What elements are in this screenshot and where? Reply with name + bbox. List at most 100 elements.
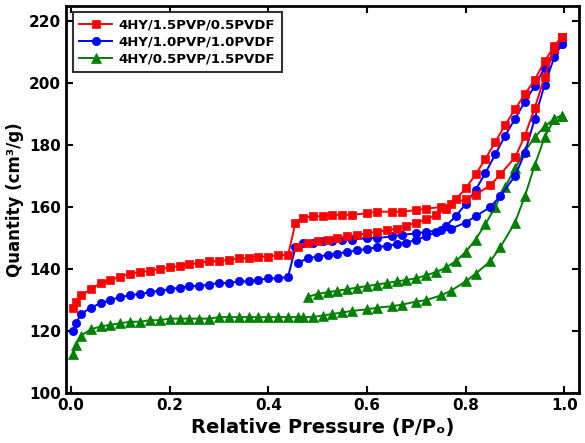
4HY/1.0PVP/1.0PVDF [551, 54, 558, 59]
4HY/1.0PVP/1.0PVDF [558, 42, 565, 47]
4HY/1.0PVP/1.0PVDF [284, 274, 291, 280]
4HY/0.5PVP/1.5PVDF [423, 297, 430, 303]
4HY/1.5PVP/0.5PVDF [127, 271, 134, 276]
4HY/1.0PVP/1.0PVDF [117, 294, 124, 299]
4HY/1.5PVP/0.5PVDF [373, 209, 380, 214]
4HY/1.5PVP/0.5PVDF [309, 214, 316, 219]
Legend: 4HY/1.5PVP/0.5PVDF, 4HY/1.0PVP/1.0PVDF, 4HY/0.5PVP/1.5PVDF: 4HY/1.5PVP/0.5PVDF, 4HY/1.0PVP/1.0PVDF, … [73, 12, 282, 72]
4HY/1.0PVP/1.0PVDF [329, 238, 336, 244]
4HY/0.5PVP/1.5PVDF [521, 194, 528, 199]
4HY/1.5PVP/0.5PVDF [497, 172, 504, 177]
4HY/1.5PVP/0.5PVDF [438, 204, 445, 210]
4HY/1.5PVP/0.5PVDF [225, 257, 232, 262]
4HY/1.0PVP/1.0PVDF [292, 245, 299, 250]
4HY/1.5PVP/0.5PVDF [97, 280, 104, 286]
4HY/0.5PVP/1.5PVDF [511, 220, 518, 225]
4HY/1.0PVP/1.0PVDF [413, 231, 420, 236]
4HY/0.5PVP/1.5PVDF [329, 311, 336, 317]
4HY/0.5PVP/1.5PVDF [97, 324, 104, 329]
4HY/0.5PVP/1.5PVDF [245, 315, 252, 320]
4HY/1.5PVP/0.5PVDF [413, 207, 420, 213]
4HY/1.0PVP/1.0PVDF [472, 214, 479, 219]
4HY/1.0PVP/1.0PVDF [448, 226, 455, 231]
4HY/0.5PVP/1.5PVDF [225, 315, 232, 320]
4HY/1.5PVP/0.5PVDF [206, 259, 213, 264]
4HY/0.5PVP/1.5PVDF [531, 163, 538, 168]
4HY/1.0PVP/1.0PVDF [215, 280, 222, 286]
4HY/0.5PVP/1.5PVDF [413, 299, 420, 304]
4HY/1.5PVP/0.5PVDF [339, 212, 346, 218]
4HY/1.0PVP/1.0PVDF [255, 277, 262, 283]
4HY/1.5PVP/0.5PVDF [511, 155, 518, 160]
4HY/1.5PVP/0.5PVDF [117, 274, 124, 280]
4HY/1.0PVP/1.0PVDF [245, 279, 252, 284]
4HY/0.5PVP/1.5PVDF [70, 352, 77, 357]
4HY/1.5PVP/0.5PVDF [186, 262, 193, 267]
4HY/1.5PVP/0.5PVDF [363, 210, 370, 216]
4HY/0.5PVP/1.5PVDF [319, 313, 326, 318]
4HY/0.5PVP/1.5PVDF [487, 259, 494, 264]
4HY/1.5PVP/0.5PVDF [107, 277, 114, 283]
4HY/0.5PVP/1.5PVDF [235, 315, 242, 320]
4HY/1.0PVP/1.0PVDF [462, 220, 469, 225]
4HY/1.0PVP/1.0PVDF [300, 240, 307, 245]
4HY/0.5PVP/1.5PVDF [558, 113, 565, 118]
4HY/0.5PVP/1.5PVDF [551, 116, 558, 121]
4HY/0.5PVP/1.5PVDF [438, 293, 445, 298]
4HY/1.5PVP/0.5PVDF [319, 214, 326, 219]
4HY/1.5PVP/0.5PVDF [329, 212, 336, 218]
4HY/1.5PVP/0.5PVDF [541, 74, 548, 79]
4HY/1.5PVP/0.5PVDF [255, 254, 262, 259]
4HY/1.5PVP/0.5PVDF [551, 47, 558, 52]
4HY/1.5PVP/0.5PVDF [215, 259, 222, 264]
4HY/0.5PVP/1.5PVDF [462, 279, 469, 284]
4HY/1.0PVP/1.0PVDF [70, 328, 77, 334]
4HY/1.5PVP/0.5PVDF [292, 220, 299, 225]
4HY/1.5PVP/0.5PVDF [423, 206, 430, 211]
4HY/0.5PVP/1.5PVDF [166, 316, 173, 321]
4HY/1.0PVP/1.0PVDF [388, 234, 395, 239]
4HY/1.0PVP/1.0PVDF [196, 284, 203, 289]
4HY/1.0PVP/1.0PVDF [541, 82, 548, 87]
4HY/1.0PVP/1.0PVDF [511, 173, 518, 179]
4HY/1.0PVP/1.0PVDF [423, 229, 430, 234]
4HY/1.5PVP/0.5PVDF [275, 253, 282, 258]
4HY/1.5PVP/0.5PVDF [136, 269, 143, 275]
4HY/0.5PVP/1.5PVDF [127, 319, 134, 324]
4HY/1.0PVP/1.0PVDF [77, 311, 84, 317]
4HY/1.5PVP/0.5PVDF [235, 256, 242, 261]
4HY/1.5PVP/0.5PVDF [462, 197, 469, 202]
4HY/1.0PVP/1.0PVDF [136, 291, 143, 296]
4HY/1.0PVP/1.0PVDF [235, 279, 242, 284]
4HY/1.0PVP/1.0PVDF [531, 116, 538, 121]
4HY/1.0PVP/1.0PVDF [349, 237, 356, 242]
4HY/0.5PVP/1.5PVDF [186, 316, 193, 321]
4HY/1.0PVP/1.0PVDF [487, 204, 494, 210]
4HY/1.0PVP/1.0PVDF [166, 287, 173, 292]
4HY/1.5PVP/0.5PVDF [388, 209, 395, 214]
4HY/1.0PVP/1.0PVDF [146, 290, 153, 295]
4HY/0.5PVP/1.5PVDF [176, 316, 183, 321]
4HY/1.0PVP/1.0PVDF [225, 280, 232, 286]
Line: 4HY/0.5PVP/1.5PVDF: 4HY/0.5PVP/1.5PVDF [69, 111, 566, 359]
4HY/0.5PVP/1.5PVDF [206, 316, 213, 321]
4HY/1.5PVP/0.5PVDF [349, 212, 356, 218]
4HY/1.0PVP/1.0PVDF [497, 194, 504, 199]
4HY/1.5PVP/0.5PVDF [531, 105, 538, 110]
4HY/1.0PVP/1.0PVDF [87, 305, 94, 311]
4HY/0.5PVP/1.5PVDF [215, 315, 222, 320]
4HY/0.5PVP/1.5PVDF [107, 322, 114, 327]
4HY/1.5PVP/0.5PVDF [472, 192, 479, 197]
4HY/0.5PVP/1.5PVDF [300, 315, 307, 320]
4HY/0.5PVP/1.5PVDF [146, 318, 153, 323]
4HY/0.5PVP/1.5PVDF [294, 315, 301, 320]
4HY/1.0PVP/1.0PVDF [309, 240, 316, 245]
4HY/1.0PVP/1.0PVDF [97, 300, 104, 306]
4HY/1.0PVP/1.0PVDF [319, 238, 326, 244]
4HY/1.0PVP/1.0PVDF [521, 150, 528, 155]
4HY/1.0PVP/1.0PVDF [363, 235, 370, 241]
4HY/1.0PVP/1.0PVDF [373, 235, 380, 241]
4HY/1.5PVP/0.5PVDF [146, 268, 153, 273]
X-axis label: Relative Pressure (P/Pₒ): Relative Pressure (P/Pₒ) [191, 419, 455, 437]
4HY/0.5PVP/1.5PVDF [77, 333, 84, 338]
